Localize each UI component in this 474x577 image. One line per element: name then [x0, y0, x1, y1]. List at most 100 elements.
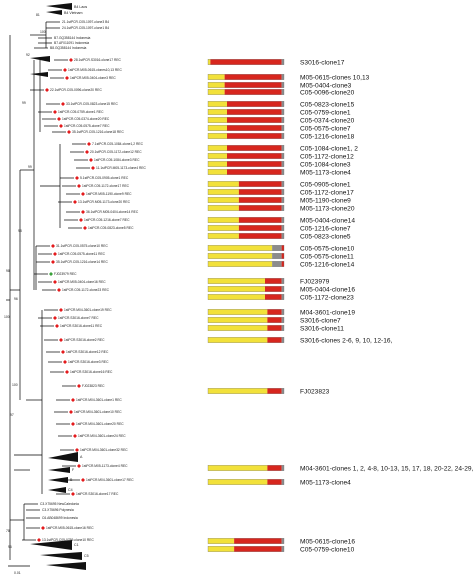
recombination-bar: [207, 145, 285, 151]
gray-segment: [281, 181, 284, 187]
red-segment: [227, 145, 282, 151]
red-segment: [267, 479, 282, 485]
recombinant-label: C05-0823-clone15: [300, 101, 355, 108]
taxon-label: 7.1stPCR.C05-1084-clone1,2 REC: [92, 142, 144, 146]
bar-outline: [207, 261, 285, 267]
clade-label: C4: [68, 488, 73, 492]
gray-segment: [281, 205, 284, 211]
collapsed-clades: [30, 3, 86, 570]
recombinant-label: M05-1173-clone20: [300, 205, 355, 212]
taxon-marker: [81, 210, 85, 214]
bootstrap-value: 98: [6, 269, 10, 273]
taxon-marker: [55, 324, 59, 328]
clade-labels: B4 Laos B4 Vietnam A F B C4 C1 C5: [64, 5, 89, 558]
recombinant-label: M05-0404-clone16: [300, 286, 355, 293]
yellow-segment: [208, 117, 227, 123]
collapsed-clade-triangle: [48, 487, 66, 493]
bar-outline: [207, 317, 285, 323]
yellow-segment: [208, 325, 268, 331]
recombinant-label: C05-0096-clone20: [300, 89, 355, 96]
yellow-segment: [208, 89, 225, 95]
red-segment: [265, 286, 282, 292]
gray-segment: [281, 233, 284, 239]
taxon-marker: [45, 88, 49, 92]
taxon-marker: [65, 76, 69, 80]
collapsed-clade-triangle: [40, 552, 82, 560]
recombination-bar: [207, 74, 285, 80]
taxon-label: B8.GQ358144 Indonesia: [50, 46, 86, 50]
taxon-label: 11.1stPCR.M05-1173-clone4 REC: [96, 166, 147, 170]
taxon-label: 1stPCR.M04-3601-clone20 REC: [76, 422, 124, 426]
taxon-marker: [73, 200, 77, 204]
taxon-label: 1stPCR.S3016-clone2 REC: [64, 338, 105, 342]
taxon-label: 1stPCR.C05-0374-clone20 REC: [62, 117, 110, 121]
collapsed-clade-triangle: [30, 72, 48, 77]
red-segment: [267, 388, 282, 394]
taxon-marker: [59, 338, 63, 342]
bootstrap-value: 92: [26, 53, 30, 57]
recombinant-label: C05-0759-clone1: [300, 109, 351, 116]
taxon-marker: [69, 58, 73, 62]
taxon-marker: [59, 308, 63, 312]
yellow-segment: [208, 245, 273, 251]
red-segment: [281, 261, 284, 267]
yellow-segment: [208, 161, 227, 167]
taxon-marker: [53, 280, 57, 284]
red-segment: [238, 197, 282, 203]
red-segment: [265, 294, 282, 300]
taxon-label: 1stPCR.M05-0615-clone16 REC: [46, 526, 94, 530]
recombination-bar: [207, 479, 285, 485]
recombination-bar: [207, 109, 285, 115]
gray-segment: [281, 189, 284, 195]
taxon-label: 20.1stPCR.C05-1172-clone12 REC: [90, 150, 142, 154]
recombination-bar: [207, 278, 285, 284]
yellow-segment: [208, 153, 227, 159]
taxon-marker: [37, 538, 41, 542]
red-segment: [227, 133, 282, 139]
taxon-marker: [53, 316, 57, 320]
taxon-label: 1stPCR.M04-3601-clone19 REC: [64, 308, 112, 312]
yellow-segment: [208, 169, 227, 175]
recombination-bar: [207, 309, 285, 315]
bar-outline: [207, 101, 285, 107]
taxon-label: 21.1stPCR.C05-1097-clone3 B4: [62, 20, 109, 24]
recombinant-label: C05-1084-clone3: [300, 161, 351, 168]
taxon-label: B7.AF011091 Indonesia: [54, 41, 89, 45]
red-segment: [281, 245, 284, 251]
red-segment: [281, 253, 284, 259]
recombinant-label: M05-0404-clone3: [300, 82, 352, 89]
bootstrap-value: 100: [12, 383, 18, 387]
bar-outline: [207, 169, 285, 175]
red-segment: [224, 74, 282, 80]
red-segment: [234, 538, 282, 544]
yellow-segment: [208, 109, 227, 115]
gray-segment: [281, 465, 284, 471]
yellow-segment: [208, 465, 268, 471]
gray-segment: [281, 117, 284, 123]
recombinant-label: S3016-clone11: [300, 325, 344, 332]
taxon-marker: [83, 226, 87, 230]
yellow-segment: [208, 546, 235, 552]
taxon-marker: [79, 218, 83, 222]
red-segment: [267, 465, 282, 471]
taxon-label: B7.GQ358144 Indonesia: [54, 36, 90, 40]
bar-outline: [207, 253, 285, 259]
recombinant-label: M05-1173-clone4: [300, 479, 351, 486]
gray-segment: [281, 325, 284, 331]
taxon-marker: [63, 360, 67, 364]
yellow-segment: [208, 125, 227, 131]
bar-outline: [207, 189, 285, 195]
red-segment: [267, 309, 282, 315]
taxon-label: 1stPCR.M05-1173-clone4 REC: [82, 464, 128, 468]
red-segment: [238, 189, 282, 195]
yellow-segment: [208, 309, 268, 315]
collapsed-clade-triangle: [46, 3, 72, 10]
bar-outline: [207, 117, 285, 123]
gray-segment: [281, 161, 284, 167]
recombination-bar: [207, 189, 285, 195]
gray-segment: [272, 253, 282, 259]
taxon-marker: [89, 158, 93, 162]
gray-segment: [272, 261, 282, 267]
yellow-segment: [208, 225, 239, 231]
taxon-label: 1stPCR.M04-3601-clone17 REC: [86, 478, 134, 482]
